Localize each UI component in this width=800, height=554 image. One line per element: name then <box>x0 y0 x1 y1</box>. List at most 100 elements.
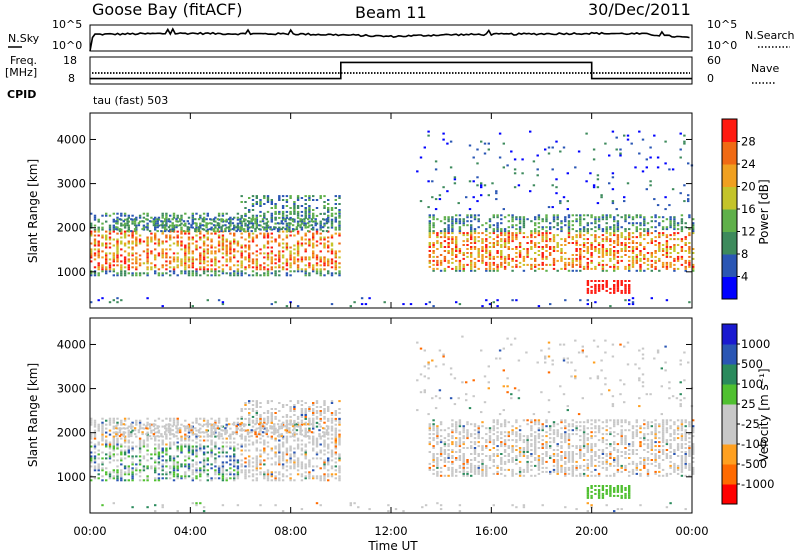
velocity-cell <box>263 431 266 434</box>
power-cell <box>586 242 589 244</box>
power-cell <box>594 280 597 282</box>
velocity-cell <box>462 447 465 449</box>
power-cell <box>240 246 243 249</box>
velocity-cell <box>327 410 330 412</box>
power-cell <box>680 248 684 250</box>
velocity-cell <box>458 449 462 451</box>
power-cell <box>447 228 450 231</box>
velocity-cell <box>327 437 330 440</box>
power-cell <box>165 216 168 219</box>
velocity-cell <box>334 427 337 430</box>
velocity-cell <box>251 410 255 412</box>
power-cell <box>330 209 334 211</box>
velocity-cell <box>436 470 439 473</box>
velocity-cell <box>206 433 209 436</box>
power-cell <box>545 238 548 241</box>
velocity-cell <box>526 445 529 448</box>
power-cell <box>202 242 206 245</box>
velocity-cell <box>304 467 307 470</box>
power-cell <box>635 216 638 219</box>
power-cell <box>180 270 183 273</box>
power-cell <box>462 234 465 237</box>
power-cell <box>293 262 296 265</box>
velocity-cell <box>281 423 285 426</box>
power-cell <box>225 238 228 241</box>
velocity-cell <box>108 447 112 450</box>
velocity-cell <box>451 457 454 459</box>
power-cell <box>480 182 483 185</box>
power-cell <box>224 220 227 223</box>
velocity-cell <box>172 435 176 438</box>
velocity-cell <box>458 437 462 440</box>
power-cell <box>526 250 529 252</box>
velocity-cell <box>186 427 189 430</box>
power-cell <box>278 242 281 245</box>
velocity-cell <box>248 402 251 404</box>
power-cell <box>537 305 541 308</box>
power-cell <box>270 272 273 275</box>
power-cell <box>191 218 194 221</box>
power-cell <box>541 220 544 223</box>
velocity-cell <box>266 453 270 456</box>
power-cell <box>112 270 115 273</box>
power-cell <box>334 250 337 253</box>
power-cell <box>661 250 665 252</box>
power-cell <box>526 254 529 256</box>
velocity-cell <box>169 465 172 468</box>
power-cell <box>135 238 138 241</box>
velocity-cell <box>161 465 164 468</box>
velocity-cell <box>169 473 172 476</box>
power-cell <box>274 301 277 304</box>
power-cell <box>462 244 465 246</box>
power-cell <box>594 287 597 290</box>
power-cell <box>549 228 552 231</box>
power-cell <box>616 220 620 223</box>
power-cell <box>556 234 559 237</box>
power-cell <box>492 257 495 260</box>
power-cell <box>273 226 276 229</box>
velocity-cell <box>323 445 326 448</box>
power-cell <box>639 263 642 266</box>
power-cell <box>105 270 108 273</box>
power-cell <box>154 232 157 235</box>
velocity-cell <box>164 425 167 428</box>
power-cell <box>199 232 202 235</box>
power-cell <box>439 236 443 239</box>
velocity-cell <box>526 435 529 438</box>
power-cell <box>609 232 612 235</box>
power-cell <box>639 224 642 227</box>
power-cell <box>152 224 156 227</box>
power-cell <box>609 257 612 260</box>
power-cell <box>116 250 119 253</box>
power-cell <box>522 236 526 239</box>
power-cell <box>334 220 337 223</box>
power-cell <box>304 270 307 273</box>
velocity-cell <box>141 431 144 434</box>
velocity-cell <box>526 439 529 442</box>
velocity-cell <box>138 419 142 422</box>
velocity-cell <box>293 408 296 410</box>
freq-tick-bottom: 8 <box>68 72 75 85</box>
power-cell <box>255 197 258 199</box>
power-cell <box>206 274 209 277</box>
velocity-cell <box>473 466 477 469</box>
velocity-cell <box>225 437 228 440</box>
power-cell <box>624 220 627 223</box>
power-cell <box>330 242 334 245</box>
power-cell <box>127 216 130 219</box>
power-cell <box>613 232 616 235</box>
power-cell <box>123 212 127 215</box>
velocity-cell <box>436 435 439 438</box>
power-cell <box>616 265 620 268</box>
velocity-cell <box>315 425 319 428</box>
velocity-cell <box>436 431 439 434</box>
station-title: Goose Bay (fitACF) <box>92 0 242 19</box>
velocity-cell <box>473 443 477 446</box>
power-cell <box>443 230 447 233</box>
power-cell <box>146 224 149 227</box>
power-cell <box>485 269 488 272</box>
power-cell <box>571 224 574 227</box>
velocity-cell <box>255 406 258 408</box>
velocity-cell <box>300 443 304 446</box>
power-cell <box>308 195 311 198</box>
